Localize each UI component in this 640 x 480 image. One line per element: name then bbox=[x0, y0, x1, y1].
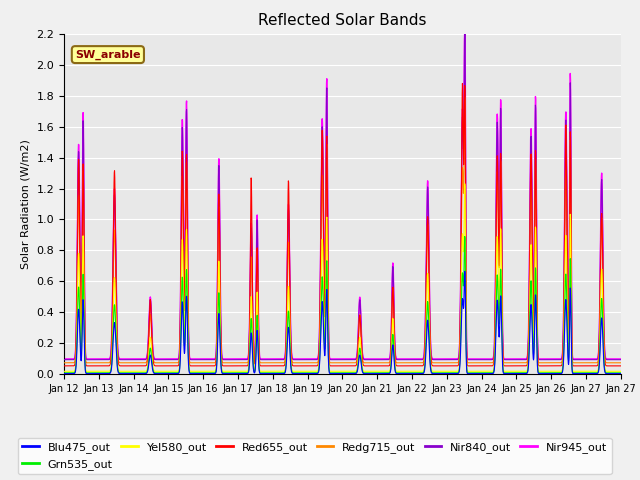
Nir840_out bbox=[60, 357, 68, 362]
Yel580_out bbox=[60, 369, 68, 374]
Nir840_out bbox=[116, 357, 124, 362]
Red655_out bbox=[617, 363, 625, 369]
Nir840_out bbox=[376, 357, 383, 362]
Yel580_out bbox=[376, 369, 383, 374]
Line: Blu475_out: Blu475_out bbox=[64, 271, 621, 373]
Grn535_out bbox=[542, 370, 550, 376]
Blu475_out bbox=[510, 371, 518, 376]
Blu475_out bbox=[116, 371, 124, 376]
Redg715_out bbox=[60, 360, 68, 366]
Nir945_out bbox=[609, 356, 617, 362]
Redg715_out bbox=[236, 360, 244, 366]
Line: Yel580_out: Yel580_out bbox=[64, 184, 621, 372]
Redg715_out bbox=[510, 360, 518, 366]
Yel580_out bbox=[617, 369, 625, 374]
Yel580_out bbox=[609, 369, 617, 374]
Nir945_out bbox=[617, 356, 625, 362]
Nir840_out bbox=[461, 31, 468, 36]
Blu475_out bbox=[461, 268, 468, 274]
Grn535_out bbox=[617, 370, 625, 376]
Yel580_out bbox=[542, 369, 550, 374]
Nir840_out bbox=[542, 357, 550, 362]
Nir945_out bbox=[510, 356, 518, 362]
Blu475_out bbox=[609, 371, 617, 376]
Legend: Blu475_out, Grn535_out, Yel580_out, Red655_out, Redg715_out, Nir840_out, Nir945_: Blu475_out, Grn535_out, Yel580_out, Red6… bbox=[18, 438, 611, 474]
Grn535_out bbox=[376, 370, 383, 376]
Nir945_out bbox=[116, 356, 124, 361]
Red655_out bbox=[116, 363, 124, 369]
Line: Nir945_out: Nir945_out bbox=[64, 34, 621, 359]
Line: Grn535_out: Grn535_out bbox=[64, 237, 621, 373]
Redg715_out bbox=[617, 360, 625, 366]
Redg715_out bbox=[376, 360, 383, 366]
Yel580_out bbox=[116, 368, 124, 374]
Red655_out bbox=[459, 81, 467, 86]
Grn535_out bbox=[461, 234, 468, 240]
Line: Nir840_out: Nir840_out bbox=[64, 34, 621, 360]
Nir945_out bbox=[542, 356, 550, 362]
Red655_out bbox=[376, 363, 383, 369]
Red655_out bbox=[60, 363, 68, 369]
Nir945_out bbox=[376, 356, 383, 362]
Y-axis label: Solar Radiation (W/m2): Solar Radiation (W/m2) bbox=[21, 139, 31, 269]
Grn535_out bbox=[116, 370, 124, 376]
Redg715_out bbox=[609, 360, 617, 366]
Blu475_out bbox=[236, 371, 244, 376]
Nir840_out bbox=[236, 357, 244, 362]
Red655_out bbox=[542, 363, 550, 369]
Redg715_out bbox=[542, 360, 550, 366]
Nir840_out bbox=[617, 357, 625, 362]
Redg715_out bbox=[116, 360, 124, 365]
Red655_out bbox=[510, 363, 518, 369]
Nir945_out bbox=[60, 356, 68, 362]
Blu475_out bbox=[542, 371, 550, 376]
Red655_out bbox=[609, 363, 617, 369]
Redg715_out bbox=[461, 94, 468, 100]
Grn535_out bbox=[236, 370, 244, 376]
Yel580_out bbox=[236, 369, 244, 374]
Text: SW_arable: SW_arable bbox=[75, 49, 141, 60]
Blu475_out bbox=[60, 371, 68, 376]
Yel580_out bbox=[510, 369, 518, 374]
Nir945_out bbox=[236, 356, 244, 362]
Grn535_out bbox=[60, 370, 68, 376]
Grn535_out bbox=[510, 370, 518, 376]
Grn535_out bbox=[609, 370, 617, 376]
Nir840_out bbox=[510, 357, 518, 362]
Red655_out bbox=[236, 363, 244, 369]
Line: Redg715_out: Redg715_out bbox=[64, 97, 621, 363]
Blu475_out bbox=[617, 371, 625, 376]
Title: Reflected Solar Bands: Reflected Solar Bands bbox=[258, 13, 427, 28]
Yel580_out bbox=[461, 181, 468, 187]
Line: Red655_out: Red655_out bbox=[64, 84, 621, 366]
Nir945_out bbox=[461, 31, 468, 36]
Nir840_out bbox=[609, 357, 617, 362]
Blu475_out bbox=[376, 371, 383, 376]
